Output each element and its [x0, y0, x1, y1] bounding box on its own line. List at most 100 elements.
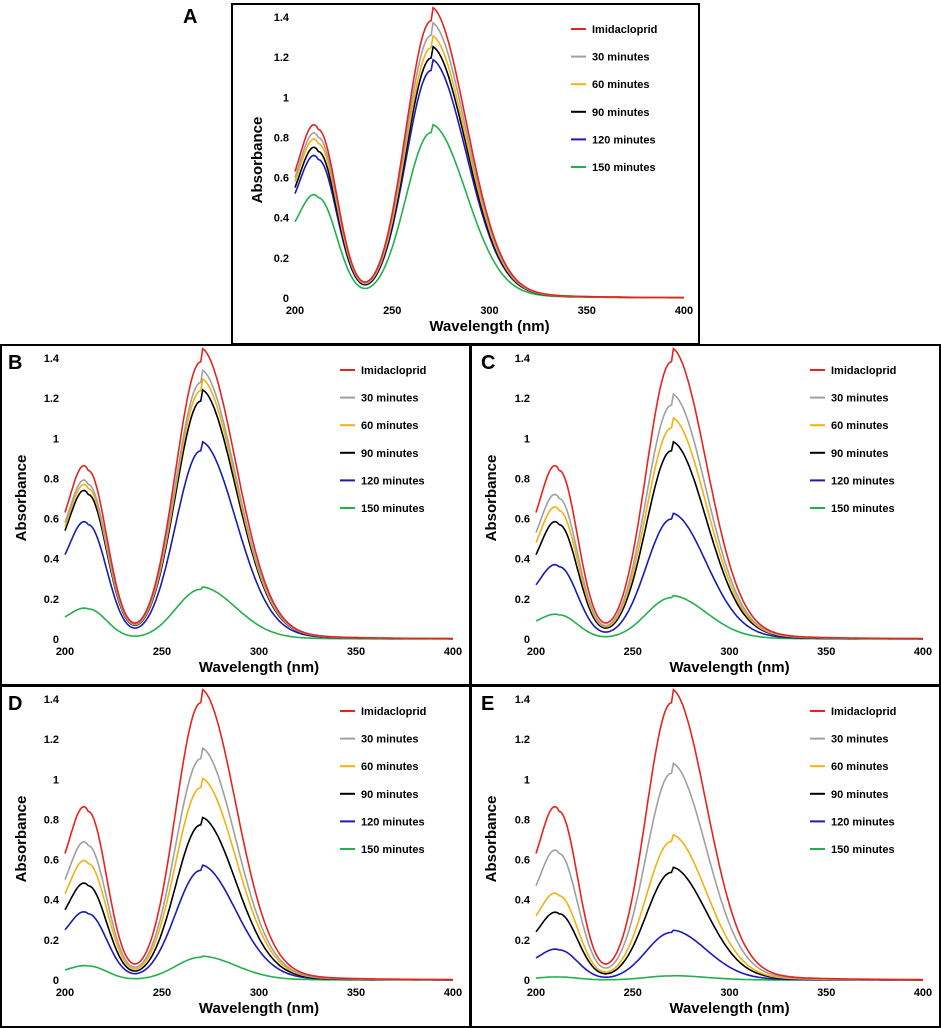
legend-label: 60 minutes	[831, 420, 888, 432]
x-tick-label: 250	[153, 646, 171, 658]
y-tick-label: 1.4	[515, 353, 531, 365]
legend-label: 30 minutes	[361, 734, 418, 746]
y-tick-label: 0.8	[44, 814, 59, 826]
y-tick-label: 1.4	[274, 12, 290, 24]
x-tick-label: 400	[914, 646, 932, 658]
y-tick-label: 0.8	[515, 473, 530, 485]
series-line-imidacloprid	[294, 6, 684, 299]
legend-label: Imidacloprid	[831, 365, 896, 377]
y-axis-title: Absorbance	[13, 455, 30, 542]
y-tick-label: 1.4	[44, 353, 60, 365]
y-tick-label: 0	[524, 634, 530, 646]
y-tick-label: 0.8	[515, 814, 530, 826]
x-tick-label: 250	[624, 987, 642, 999]
series-line-imidacloprid	[64, 688, 453, 981]
series-line-imidacloprid	[535, 688, 923, 981]
x-tick-label: 300	[250, 646, 268, 658]
y-tick-label: 1	[53, 433, 59, 445]
x-tick-label: 400	[444, 646, 462, 658]
panel-a	[231, 3, 700, 345]
y-tick-label: 1.2	[515, 734, 530, 746]
y-tick-label: 0.2	[44, 594, 59, 606]
x-axis-title: Wavelength (nm)	[429, 318, 549, 335]
x-tick-label: 350	[578, 305, 596, 317]
y-tick-label: 1.4	[44, 694, 60, 706]
y-tick-label: 0.6	[515, 855, 530, 867]
legend-label: 90 minutes	[361, 448, 418, 460]
legend-label: 120 minutes	[831, 475, 895, 487]
x-tick-label: 300	[720, 987, 738, 999]
y-tick-label: 0	[53, 634, 59, 646]
x-tick-label: 300	[720, 646, 738, 658]
x-axis-title: Wavelength (nm)	[199, 1000, 319, 1017]
y-tick-label: 1	[524, 433, 530, 445]
y-axis-title: Absorbance	[13, 796, 30, 883]
legend-label: Imidacloprid	[361, 706, 426, 718]
legend-label: 150 minutes	[361, 844, 425, 856]
x-tick-label: 300	[250, 987, 268, 999]
legend-label: 150 minutes	[592, 162, 656, 174]
legend-label: Imidacloprid	[831, 706, 896, 718]
x-tick-label: 250	[383, 305, 401, 317]
x-axis-title: Wavelength (nm)	[199, 659, 319, 676]
y-tick-label: 1.2	[274, 52, 289, 64]
legend-label: 30 minutes	[831, 393, 888, 405]
x-axis-title: Wavelength (nm)	[669, 1000, 789, 1017]
y-tick-label: 0.2	[274, 253, 289, 265]
panel-letter-b: B	[8, 352, 23, 374]
y-tick-label: 0.4	[44, 895, 60, 907]
panel-letter-a: A	[183, 6, 198, 28]
series-line-120-minutes	[535, 929, 923, 981]
legend-label: 90 minutes	[361, 789, 418, 801]
x-tick-label: 300	[480, 305, 498, 317]
legend-label: Imidacloprid	[592, 24, 657, 36]
legend-label: 150 minutes	[831, 503, 895, 515]
y-tick-label: 0.8	[274, 132, 289, 144]
x-axis-title: Wavelength (nm)	[669, 659, 789, 676]
x-tick-label: 350	[817, 987, 835, 999]
legend-label: 120 minutes	[361, 816, 425, 828]
legend-label: 60 minutes	[361, 420, 418, 432]
x-tick-label: 350	[347, 646, 365, 658]
legend-label: 120 minutes	[831, 816, 895, 828]
series-line-30-minutes	[294, 21, 684, 299]
y-axis-title: Absorbance	[483, 796, 500, 883]
series-line-120-minutes	[294, 58, 684, 299]
legend-label: 30 minutes	[831, 734, 888, 746]
series-line-30-minutes	[64, 746, 453, 981]
x-tick-label: 250	[624, 646, 642, 658]
y-tick-label: 1	[53, 774, 59, 786]
y-tick-label: 1	[524, 774, 530, 786]
y-tick-label: 0	[283, 293, 289, 305]
x-tick-label: 400	[675, 305, 693, 317]
y-tick-label: 0	[524, 975, 530, 987]
y-tick-label: 1	[283, 92, 289, 104]
y-axis-title: Absorbance	[249, 117, 266, 204]
series-line-imidacloprid	[64, 347, 453, 640]
x-tick-label: 200	[527, 987, 545, 999]
legend-label: 150 minutes	[361, 503, 425, 515]
panel-b	[0, 344, 471, 686]
y-tick-label: 1.2	[44, 393, 59, 405]
series-line-imidacloprid	[535, 347, 923, 640]
legend-label: 60 minutes	[831, 761, 888, 773]
y-tick-label: 0.4	[274, 213, 290, 225]
x-tick-label: 400	[444, 987, 462, 999]
panel-letter-c: C	[481, 352, 496, 374]
y-tick-label: 0.2	[515, 594, 530, 606]
y-axis-title: Absorbance	[483, 455, 500, 542]
y-tick-label: 0.2	[44, 935, 59, 947]
legend-label: 30 minutes	[361, 393, 418, 405]
legend-label: 60 minutes	[592, 79, 649, 91]
y-tick-label: 0.6	[515, 514, 530, 526]
legend-label: 90 minutes	[592, 107, 649, 119]
x-tick-label: 350	[347, 987, 365, 999]
x-tick-label: 200	[527, 646, 545, 658]
y-tick-label: 0.6	[274, 173, 289, 185]
legend-label: 60 minutes	[361, 761, 418, 773]
legend-label: 90 minutes	[831, 448, 888, 460]
y-tick-label: 0.4	[515, 895, 531, 907]
y-tick-label: 0.8	[44, 473, 59, 485]
legend-label: 90 minutes	[831, 789, 888, 801]
